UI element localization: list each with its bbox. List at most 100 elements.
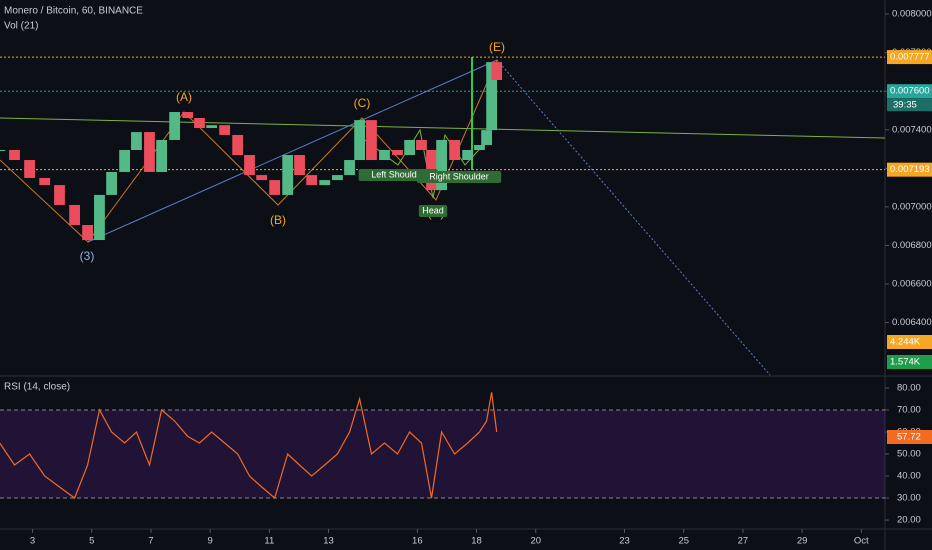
rsi-last-tag [887,429,932,444]
price-tick-label: 0.007000 [892,201,932,212]
countdown-tag [887,98,932,112]
price-tick-label: 0.006400 [892,317,932,328]
time-tick-label: 29 [797,536,808,547]
rsi-tick-label: 30.00 [897,493,921,504]
rsi-line [0,392,498,500]
candle [269,180,281,195]
candle [144,132,155,172]
countdown: 39:35 [893,100,917,111]
candle [294,155,305,176]
candle [481,130,493,145]
time-tick-label: 5 [89,536,94,547]
volume-tag-label: 1.574K [890,357,921,368]
candle [319,180,331,186]
time-tick-label: 16 [412,536,423,547]
candle [69,204,80,225]
candle [82,225,94,241]
rsi-last-label: 57.72 [897,432,921,443]
time-tick-label: 27 [738,536,749,547]
drawings [0,57,886,376]
price-tag-label: 0.007193 [890,164,930,175]
rsi-tick-label: 70.00 [897,404,921,415]
candle [94,194,105,241]
volume-tag [887,355,932,369]
wave-zigzag [0,59,498,243]
candle [366,120,377,161]
volume-study-label: Vol (21) [4,21,38,32]
price-tag [887,84,932,99]
price-tick-label: 0.008000 [892,9,932,20]
candle [106,171,117,195]
candle [436,139,448,191]
candle [9,150,20,161]
time-tick-label: Oct [854,536,869,547]
volume-tag-label: 4.244K [890,337,921,348]
price-tick-label: 0.006600 [892,279,932,290]
price-tick-label: 0.007400 [892,124,932,135]
time-tick-label: 3 [30,536,35,547]
channel-line [87,59,498,243]
candle [244,155,255,176]
candle [491,62,503,81]
wave-label: (B) [270,213,286,227]
candle [131,132,142,150]
rsi-band [0,409,885,499]
candle [306,175,318,186]
wave-label: (3) [80,249,95,263]
time-tick-label: 7 [148,536,153,547]
wave-label: (A) [176,90,192,104]
head-shoulders-outline [364,128,489,199]
candle [119,150,131,172]
candle [182,112,194,118]
price-tag-label: 0.007777 [890,52,930,63]
candle [169,112,181,140]
pattern-label: Head [422,205,444,215]
candle [462,150,474,161]
candle [474,144,485,150]
symbol-title: Monero / Bitcoin, 60, BINANCE [4,6,143,17]
projection-line [496,59,771,376]
rsi-tick-label: 50.00 [897,449,921,460]
candle [24,160,35,178]
candle [344,160,355,176]
rsi-tick-label: 20.00 [897,515,921,526]
rsi-tick-label: 80.00 [897,382,921,393]
candle [54,185,65,205]
candle [194,117,205,129]
price-tag [887,50,932,65]
volume-tag [887,335,932,349]
time-tick-label: 25 [678,536,689,547]
candle [0,150,6,151]
candle [416,139,427,150]
candle [332,175,343,181]
time-tick-label: 20 [530,536,541,547]
wave-label: (E) [489,40,505,54]
time-tick-label: 11 [264,536,274,547]
pattern-label: Left Shoulder [371,169,425,179]
time-tick-label: 13 [323,536,334,547]
pattern-label: Right Shoulder [429,171,489,181]
pattern-label-box [418,205,448,217]
time-tick-label: 9 [208,536,213,547]
candle [404,139,416,156]
candle [486,62,498,131]
candle [379,150,390,161]
candle [256,175,268,181]
time-tick-label: 18 [471,536,482,547]
candle [219,125,231,135]
rsi-tick-label: 40.00 [897,471,921,482]
candle [206,125,218,129]
price-tag [887,162,932,177]
price-tag-label: 0.007600 [890,86,930,97]
price-tick-label: 0.006800 [892,240,932,251]
wave-label: (C) [354,96,371,110]
candle [449,139,461,161]
candle [156,139,168,172]
candle [232,134,244,156]
trendline [0,117,886,139]
candle [354,120,366,161]
candle [39,177,51,186]
candle [392,150,403,156]
candle [282,155,294,195]
